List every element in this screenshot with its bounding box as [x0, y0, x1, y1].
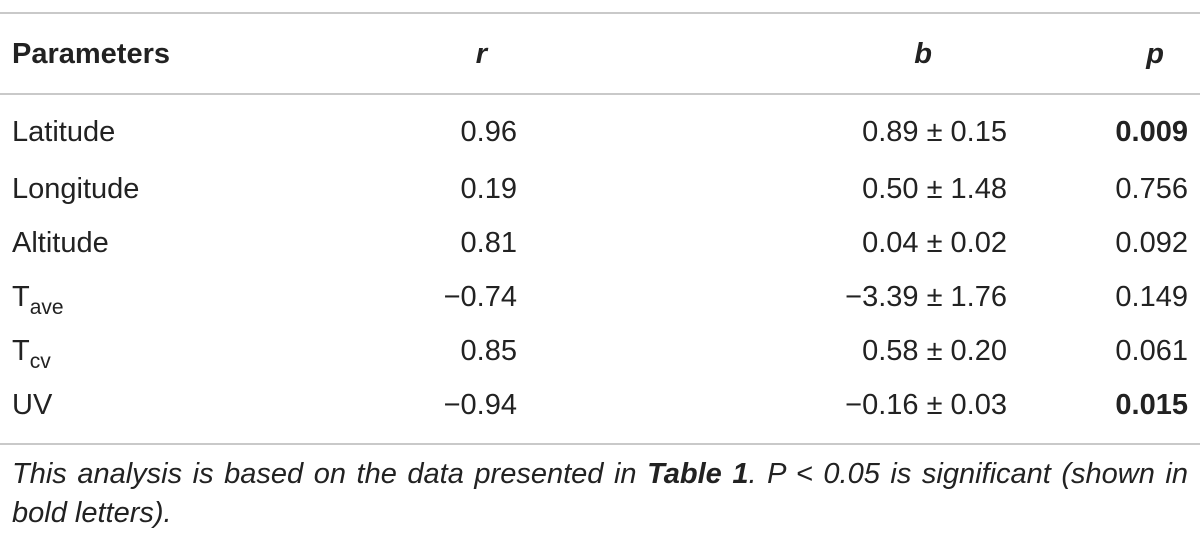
header-parameters: Parameters — [12, 37, 170, 70]
cell-r: 0.19 — [460, 172, 517, 205]
top-rule — [0, 12, 1200, 14]
cell-p: 0.061 — [1115, 334, 1188, 367]
cell-parameter: UV — [0, 378, 342, 432]
parameter-name: Altitude — [12, 226, 109, 259]
cell-r: 0.85 — [460, 334, 517, 367]
parameter-name: Longitude — [12, 172, 140, 205]
table-row: Longitude 0.19 0.50 ± 1.48 0.756 — [0, 162, 1200, 216]
header-row: Parameters r b p — [0, 24, 1200, 84]
footnote-text-2: . P < 0.05 is significant (shown in bold… — [12, 458, 1188, 529]
header-rule — [0, 93, 1200, 95]
cell-r: 0.96 — [460, 115, 517, 148]
footnote-table-ref: Table 1 — [647, 458, 749, 490]
cell-b: 0.04 ± 0.02 — [862, 226, 1007, 259]
cell-b: −3.39 ± 1.76 — [845, 280, 1007, 313]
cell-p: 0.009 — [1115, 115, 1188, 148]
footnote-text-1: This analysis is based on the data prese… — [12, 458, 648, 490]
cell-r: −0.74 — [443, 280, 517, 313]
cell-b: 0.58 ± 0.20 — [862, 334, 1007, 367]
cell-b: −0.16 ± 0.03 — [845, 388, 1007, 421]
parameter-name: T — [12, 334, 30, 367]
cell-parameter: Latitude — [0, 84, 342, 162]
results-table: Parameters r b p Latitude 0.96 0.89 ± 0.15… — [0, 24, 1200, 432]
cell-r: −0.94 — [443, 388, 517, 421]
cell-p: 0.149 — [1115, 280, 1188, 313]
parameter-name: Latitude — [12, 115, 116, 148]
cell-parameter: Tcv — [0, 324, 342, 378]
parameter-subscript: ave — [29, 295, 64, 319]
table-body: Latitude 0.96 0.89 ± 0.15 0.009 Longitude 0.1… — [0, 84, 1200, 432]
bottom-rule — [0, 443, 1200, 445]
table-row: Latitude 0.96 0.89 ± 0.15 0.009 — [0, 84, 1200, 162]
table-row: Tave −0.74 −3.39 ± 1.76 0.149 — [0, 270, 1200, 324]
table-row: Altitude 0.81 0.04 ± 0.02 0.092 — [0, 216, 1200, 270]
header-r: r — [475, 37, 487, 70]
header-p: p — [1146, 37, 1164, 70]
parameter-name: T — [12, 280, 30, 313]
parameter-subscript: cv — [29, 349, 51, 373]
header-b: b — [914, 37, 932, 70]
cell-parameter: Tave — [0, 270, 342, 324]
table-row: Tcv 0.85 0.58 ± 0.20 0.061 — [0, 324, 1200, 378]
table-row: UV −0.94 −0.16 ± 0.03 0.015 — [0, 378, 1200, 432]
cell-parameter: Longitude — [0, 162, 342, 216]
cell-parameter: Altitude — [0, 216, 342, 270]
cell-b: 0.89 ± 0.15 — [862, 115, 1007, 148]
parameter-name: UV — [12, 388, 53, 421]
cell-b: 0.50 ± 1.48 — [862, 172, 1007, 205]
cell-r: 0.81 — [460, 226, 517, 259]
table-footnote: This analysis is based on the data prese… — [12, 455, 1188, 533]
cell-p: 0.015 — [1115, 388, 1188, 421]
cell-p: 0.092 — [1115, 226, 1188, 259]
cell-p: 0.756 — [1115, 172, 1188, 205]
